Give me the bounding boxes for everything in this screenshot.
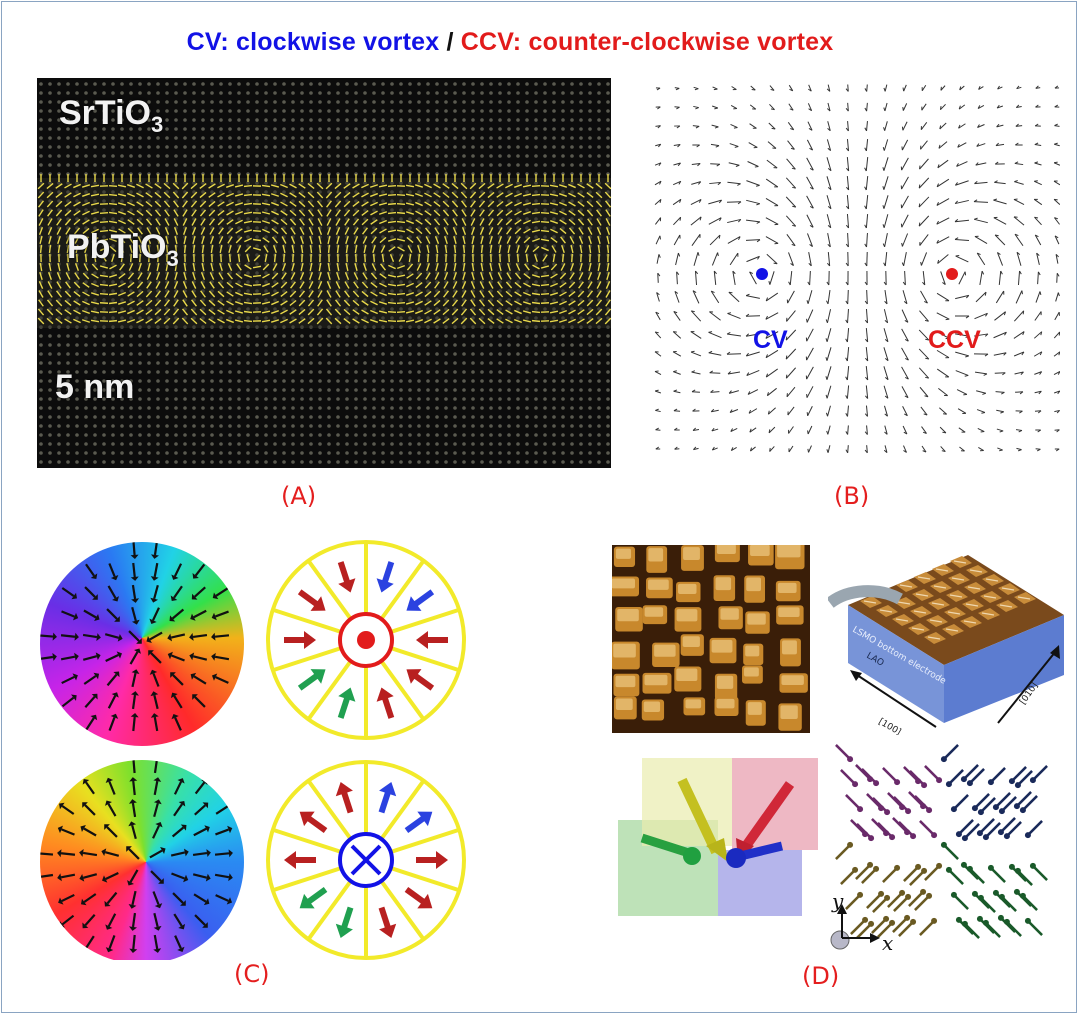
- legend-separator: /: [446, 28, 454, 56]
- stem-image-panel: SrTiO3 PbTiO3 5 nm: [37, 78, 611, 468]
- yellow-polarization-arrow: [677, 777, 721, 855]
- axis-100-head: [850, 670, 862, 681]
- vector-field-panel: CV CCV: [650, 78, 1061, 470]
- axis-010-arrow: [997, 650, 1057, 724]
- panel-label-d: (D): [802, 962, 840, 990]
- vector-field: [654, 84, 1061, 454]
- stem-image: [37, 82, 611, 464]
- axis-100-arrow: [853, 672, 937, 728]
- srtio3-label: SrTiO3: [59, 94, 164, 137]
- panel-label-b: (B): [834, 482, 870, 510]
- figure-title: CV: clockwise vortex / CCV: counter-cloc…: [0, 28, 1020, 57]
- nanoislands-3d: [860, 556, 1036, 644]
- pbtio3-layer: [37, 178, 611, 328]
- green-polarization-arrow: [640, 833, 694, 859]
- cv-core-dot: [756, 268, 768, 280]
- nanoislands: [612, 545, 808, 731]
- afm-3d-topography: LSMO bottom electrode LAO [100] [010]: [828, 555, 1064, 735]
- ccv-legend: CCV: counter-clockwise vortex: [460, 28, 834, 56]
- scale-label: 5 nm: [55, 368, 135, 406]
- panel-label-c: (C): [234, 960, 270, 988]
- y-axis-head: [837, 904, 847, 914]
- x-axis-label: x: [882, 931, 893, 955]
- ccv-label: CCV: [928, 326, 981, 354]
- ccv-core-dot: [946, 268, 958, 280]
- cv-label: CV: [753, 326, 788, 354]
- field-arrows: [654, 84, 1061, 454]
- blue-arrow-head: [726, 848, 746, 868]
- red-polarization-arrow: [741, 781, 795, 849]
- quadrant-domain-cube: [618, 758, 818, 916]
- x-axis-head: [870, 933, 880, 943]
- afm-topography-image: [612, 545, 810, 733]
- polar-displacement-arrows: [37, 174, 611, 325]
- panel-label-a: (A): [281, 482, 317, 510]
- pbtio3-label: PbTiO3: [67, 228, 179, 271]
- convergent-domain-map: [40, 760, 244, 960]
- afm-tip: [828, 585, 903, 608]
- polarization-maps-panel: [40, 540, 466, 960]
- convergent-schematic-wheel: [266, 540, 466, 740]
- quadrant-arrow-field: y x: [830, 744, 1048, 955]
- axis-010-head: [1050, 645, 1060, 659]
- divergent-schematic-wheel: [266, 760, 466, 960]
- substrate-left-face: [848, 605, 944, 723]
- y-axis-label: y: [831, 889, 844, 913]
- quadrant-arrows: [835, 744, 1048, 939]
- divergent-domain-map: [40, 542, 244, 746]
- cv-legend: CV: clockwise vortex: [186, 28, 440, 56]
- green-arrow-head: [683, 847, 701, 865]
- axis-100-label: [100]: [877, 717, 903, 735]
- yellow-arrow-head: [706, 838, 728, 862]
- axis-origin-sphere: [830, 930, 850, 950]
- substrate-right-face: [944, 615, 1064, 723]
